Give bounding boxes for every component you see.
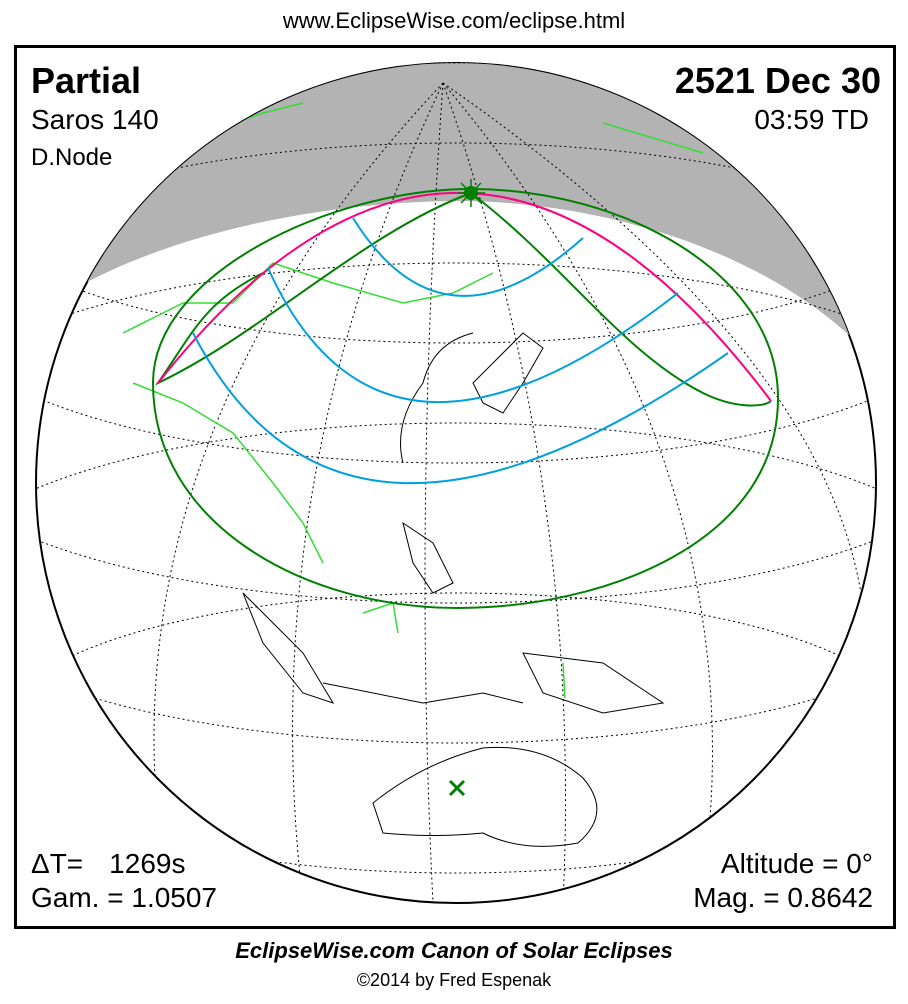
magnitude-curves: [192, 217, 729, 485]
source-url: www.EclipseWise.com/eclipse.html: [282, 8, 626, 33]
night-shade: [36, 63, 876, 383]
saros-number: Saros 140: [31, 104, 159, 135]
penumbral-limit-west: [155, 192, 472, 386]
penumbral-limit-east: [470, 192, 772, 407]
delta-t: ΔT= 1269s: [31, 848, 185, 880]
delta-t-value: 1269s: [109, 848, 186, 879]
globe-map: [35, 62, 877, 904]
graticule: [36, 63, 876, 903]
greatest-eclipse-marker: [457, 179, 485, 207]
coastlines: [242, 332, 665, 847]
magnitude: Mag. = 0.8642: [693, 882, 873, 913]
penumbral-limit-outer: [151, 187, 780, 610]
eclipse-type: Partial: [31, 60, 142, 101]
footer-title: EclipseWise.com Canon of Solar Eclipses: [235, 938, 673, 963]
x-mark-icon: [448, 779, 466, 797]
gamma: Gam. = 1.0507: [31, 882, 218, 913]
altitude: Altitude = 0°: [720, 848, 873, 879]
eclipse-date: 2521 Dec 30: [674, 60, 881, 101]
footer-copyright: ©2014 by Fred Espenak: [356, 970, 552, 990]
eclipse-time: 03:59 TD: [754, 104, 869, 135]
delta-t-label: ΔT=: [31, 848, 84, 879]
map-frame: Partial 2521 Dec 30 Saros 140 03:59 TD D…: [14, 45, 896, 929]
node: D.Node: [31, 144, 113, 171]
